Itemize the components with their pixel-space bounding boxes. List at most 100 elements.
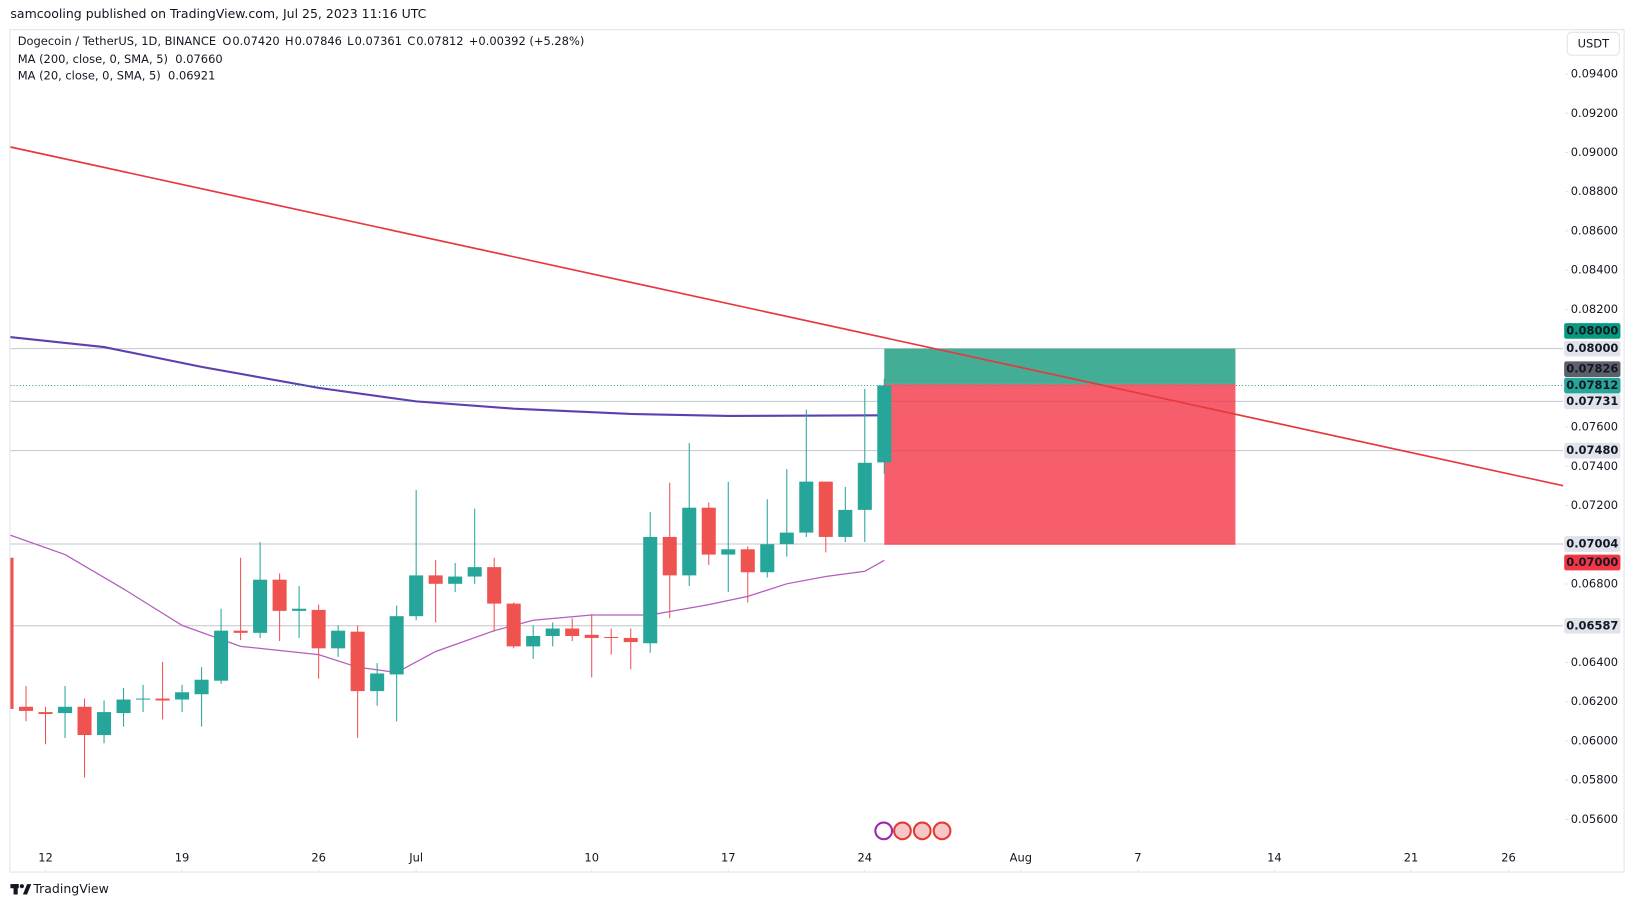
logo-part: [19, 884, 24, 889]
ohlc-key: L: [347, 34, 354, 48]
position-profit: [884, 348, 1236, 384]
candle-body: [721, 549, 736, 555]
candle-body: [10, 557, 14, 709]
candle-body: [194, 679, 209, 695]
x-tick-label: 7: [1134, 850, 1141, 864]
x-tick-label: 24: [858, 850, 873, 864]
ohlc-key: C: [407, 34, 415, 48]
x-tick-label: Aug: [1010, 850, 1032, 864]
logo-part: [13, 884, 18, 895]
candle-body: [643, 536, 658, 644]
candle-body: [682, 507, 697, 576]
price-label: 0.07731: [1566, 394, 1618, 408]
price-label-box: [1564, 536, 1621, 552]
price-label: 0.07812: [1566, 378, 1618, 392]
y-tick-label: 0.08200: [1571, 302, 1618, 316]
price-label-box: [1564, 340, 1621, 357]
candle-body: [740, 549, 755, 573]
price-label: 0.08000: [1566, 341, 1618, 355]
candle-body: [38, 712, 53, 715]
y-tick-label: 0.07200: [1571, 498, 1618, 512]
price-label: 0.06587: [1566, 618, 1618, 632]
candle-body: [58, 706, 73, 714]
candle-body: [467, 567, 482, 577]
price-label-box: [1564, 393, 1621, 410]
candle-body: [799, 481, 814, 533]
price-label: 0.07480: [1566, 443, 1618, 457]
event-icon[interactable]: [874, 821, 894, 841]
published-note: samcooling published on TradingView.com,…: [10, 6, 426, 21]
position-loss: [884, 383, 1236, 545]
ohlc-key: O: [222, 34, 231, 48]
indicator-name: MA (200, close, 0, SMA, 5): [18, 52, 168, 66]
candle-body: [370, 673, 385, 692]
price-label-box: [1564, 361, 1621, 378]
price-label-box: [1564, 617, 1621, 634]
price-label-box: [1564, 554, 1621, 571]
event-icon[interactable]: [912, 821, 932, 841]
candle-body: [506, 603, 521, 647]
price-label-box: [1564, 442, 1621, 459]
candle-body: [155, 698, 170, 701]
x-tick-label: 17: [721, 850, 736, 864]
y-tick-label: 0.08600: [1571, 223, 1618, 237]
y-tick-label: 0.06400: [1571, 655, 1618, 669]
y-tick-label: 0.06800: [1571, 577, 1618, 591]
candle-body: [545, 628, 560, 636]
candle-body: [311, 609, 326, 649]
logo-part: [22, 884, 32, 895]
y-tick-label: 0.07400: [1571, 459, 1618, 473]
y-tick-label: 0.09200: [1571, 106, 1618, 120]
candle-body: [877, 385, 892, 463]
price-label: 0.07004: [1566, 536, 1618, 550]
price-label: 0.07000: [1566, 555, 1618, 569]
y-tick-label: 0.08800: [1571, 184, 1618, 198]
y-tick-label: 0.05800: [1571, 773, 1618, 787]
candle-body: [662, 536, 677, 576]
candle-body: [253, 579, 268, 633]
candle-body: [136, 698, 151, 700]
x-tick-label: 12: [38, 850, 53, 864]
event-icon[interactable]: [893, 821, 912, 841]
currency-label[interactable]: USDT: [1578, 36, 1610, 50]
currency-button[interactable]: [1566, 31, 1620, 56]
candle-body: [116, 699, 131, 714]
x-tick-label: 14: [1267, 850, 1282, 864]
candle-body: [487, 567, 502, 604]
candle-body: [526, 635, 541, 647]
ohlc-key: H: [285, 34, 294, 48]
price-label-box: [1564, 323, 1621, 339]
x-tick-label: 21: [1404, 850, 1419, 864]
candle-body: [77, 706, 92, 736]
candle-body: [350, 631, 365, 692]
candle-body: [272, 579, 287, 611]
candle-body: [175, 692, 190, 700]
price-label: 0.07826: [1566, 362, 1618, 376]
candle-body: [292, 608, 307, 611]
y-tick-label: 0.09000: [1571, 145, 1618, 159]
x-tick-label: 26: [1501, 850, 1516, 864]
x-tick-label: 10: [584, 850, 599, 864]
ohlc-value: 0.07361: [355, 34, 402, 48]
y-tick-label: 0.06200: [1571, 694, 1618, 708]
x-tick-label: 26: [311, 850, 326, 864]
candle-body: [19, 706, 34, 711]
candle-body: [428, 575, 443, 584]
candle-body: [389, 616, 404, 675]
y-tick-label: 0.07600: [1571, 420, 1618, 434]
candle-body: [701, 507, 716, 555]
symbol: Dogecoin / TetherUS, 1D, BINANCE: [18, 34, 216, 48]
candle-body: [604, 636, 619, 639]
ohlc-value: 0.07846: [295, 34, 342, 48]
price-label-box: [1564, 377, 1621, 394]
ohlc-value: 0.07420: [232, 34, 279, 48]
events: [874, 821, 952, 841]
event-icon[interactable]: [932, 821, 952, 841]
x-tick-label: Jul: [408, 850, 423, 864]
candle-body: [760, 544, 775, 573]
indicator-name: MA (20, close, 0, SMA, 5): [18, 69, 161, 83]
candle-body: [857, 462, 872, 510]
change: +0.00392 (+5.28%): [469, 34, 584, 48]
candle-body: [448, 576, 463, 584]
